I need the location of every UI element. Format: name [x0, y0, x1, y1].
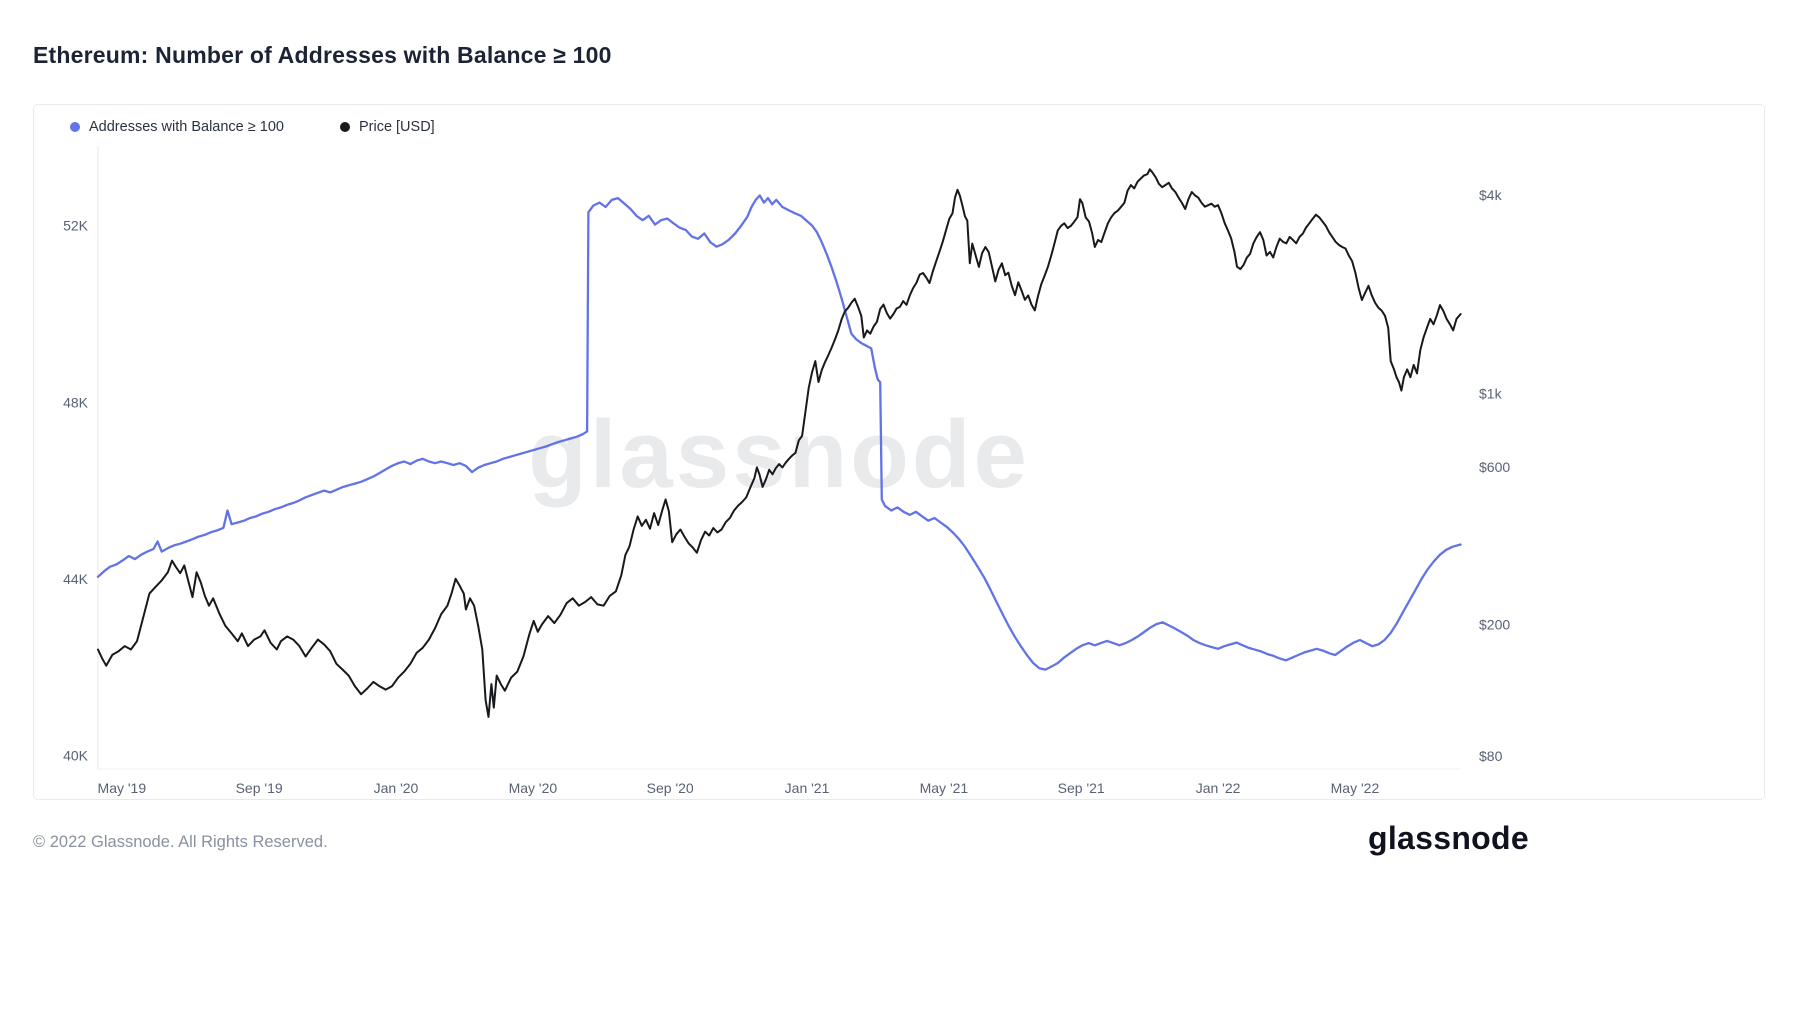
right-axis-tick-label: $80 [1479, 748, 1503, 764]
x-axis-tick-label: Sep '20 [647, 780, 694, 796]
legend-label-addresses: Addresses with Balance ≥ 100 [89, 119, 284, 135]
right-axis-tick-label: $1k [1479, 386, 1503, 402]
left-axis-tick-label: 40K [63, 748, 89, 764]
x-axis-tick-label: May '21 [920, 780, 969, 796]
x-axis-tick-label: May '20 [509, 780, 558, 796]
chart-card: glassnode 40K 44K 48K 52K $80 $200 $600 $1k $4k M… [33, 104, 1765, 800]
legend-item-addresses[interactable]: Addresses with Balance ≥ 100 [70, 119, 284, 135]
x-axis-tick-label: May '22 [1331, 780, 1380, 796]
legend: Addresses with Balance ≥ 100 Price [USD] [70, 119, 435, 135]
x-axis-tick-label: Jan '21 [785, 780, 830, 796]
right-axis-tick-label: $200 [1479, 616, 1510, 632]
legend-item-price[interactable]: Price [USD] [339, 119, 435, 135]
page-title: Ethereum: Number of Addresses with Balan… [33, 42, 612, 68]
glassnode-logo: glassnode [1368, 820, 1529, 856]
legend-label-price: Price [USD] [358, 119, 435, 135]
legend-dot-price-icon [339, 122, 350, 132]
watermark: glassnode [528, 401, 1030, 508]
right-axis-tick-label: $600 [1479, 459, 1510, 475]
left-axis-tick-label: 44K [63, 571, 89, 587]
legend-dot-addresses-icon [70, 122, 80, 132]
footer-copyright: © 2022 Glassnode. All Rights Reserved. [33, 833, 328, 851]
series-line-addresses[interactable] [96, 194, 1462, 671]
left-axis-tick-label: 48K [63, 394, 89, 410]
right-axis-tick-label: $4k [1479, 187, 1503, 203]
chart-canvas[interactable]: glassnode 40K 44K 48K 52K $80 $200 $600 $1k $4k M… [34, 105, 1764, 799]
x-axis-tick-label: Jan '20 [374, 780, 419, 796]
x-axis-tick-label: Jan '22 [1196, 780, 1241, 796]
x-axis-tick-label: May '19 [98, 780, 147, 796]
series-line-price[interactable] [97, 168, 1462, 718]
x-axis-tick-label: Sep '19 [236, 780, 283, 796]
x-axis-tick-label: Sep '21 [1058, 780, 1105, 796]
left-axis-tick-label: 52K [63, 218, 89, 234]
